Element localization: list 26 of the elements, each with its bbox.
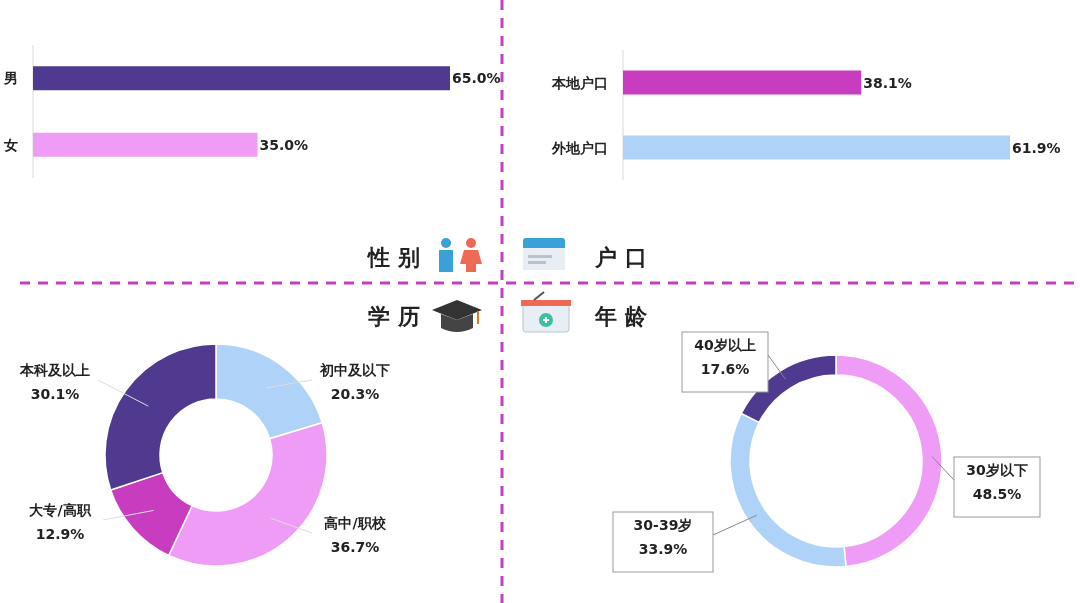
data-label: 61.9% bbox=[1012, 139, 1061, 156]
data-label: 12.9% bbox=[35, 526, 85, 542]
chart-title: 学 历 bbox=[368, 304, 420, 329]
slice-label: 大专/高职 bbox=[29, 502, 92, 518]
text: 性 别 bbox=[366, 245, 420, 270]
y-tick-label: 本地户口 bbox=[551, 74, 608, 91]
y-tick-label: 女 bbox=[3, 136, 18, 153]
text: 户 口 bbox=[594, 245, 647, 270]
slice-label: 30岁以下 bbox=[966, 462, 1028, 478]
data-label: 38.1% bbox=[863, 74, 912, 91]
data-label: 33.9% bbox=[638, 541, 688, 557]
slice-label: 本科及以上 bbox=[19, 362, 90, 378]
data-label: 65.0% bbox=[452, 70, 501, 87]
data-label: 17.6% bbox=[700, 361, 750, 377]
data-label: 30.1% bbox=[30, 386, 80, 402]
data-label: 35.0% bbox=[259, 136, 309, 153]
y-tick-label: 男 bbox=[3, 70, 18, 87]
data-label: 48.5% bbox=[972, 486, 1022, 502]
slice-label: 30-39岁 bbox=[633, 517, 693, 533]
slice-label: 初中及以下 bbox=[319, 362, 390, 378]
slice-label: 40岁以上 bbox=[694, 337, 756, 353]
data-label: 36.7% bbox=[330, 539, 380, 555]
data-label: 20.3% bbox=[330, 386, 380, 402]
slice-label: 高中/职校 bbox=[324, 515, 387, 531]
y-tick-label: 外地户口 bbox=[551, 139, 608, 156]
chart-title: 年 龄 bbox=[594, 304, 648, 329]
